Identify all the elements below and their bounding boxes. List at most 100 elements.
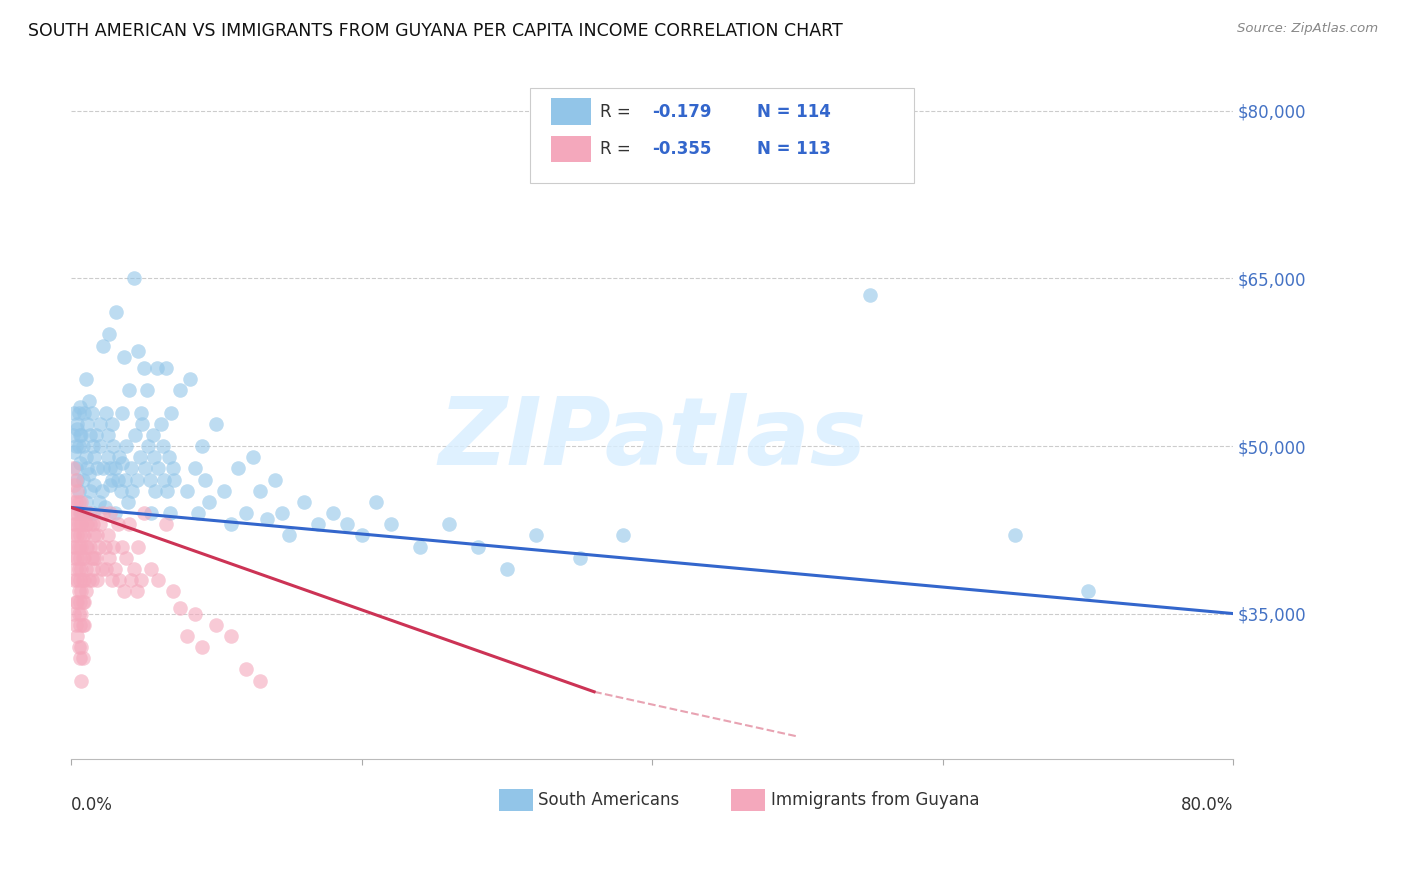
Point xyxy=(89,417,111,431)
Point xyxy=(235,506,257,520)
Point xyxy=(73,595,96,609)
Point xyxy=(278,528,301,542)
Point xyxy=(90,483,112,498)
Point xyxy=(127,344,149,359)
Point xyxy=(69,595,91,609)
Point xyxy=(69,573,91,587)
Point xyxy=(75,540,97,554)
Point xyxy=(187,506,209,520)
Point xyxy=(82,562,104,576)
Point xyxy=(191,640,214,654)
Point xyxy=(72,651,94,665)
Point xyxy=(73,405,96,419)
Point xyxy=(612,528,634,542)
Point xyxy=(75,450,97,465)
Point xyxy=(98,550,121,565)
Point xyxy=(205,417,228,431)
Point xyxy=(72,573,94,587)
Point xyxy=(69,506,91,520)
Point xyxy=(77,394,100,409)
Point xyxy=(73,573,96,587)
Point xyxy=(120,461,142,475)
FancyBboxPatch shape xyxy=(551,136,591,162)
FancyBboxPatch shape xyxy=(551,98,591,125)
Point xyxy=(96,450,118,465)
Point xyxy=(152,439,174,453)
Point xyxy=(69,651,91,665)
Point xyxy=(162,461,184,475)
Point xyxy=(121,483,143,498)
Point xyxy=(157,450,180,465)
Point xyxy=(145,483,167,498)
Point xyxy=(198,495,221,509)
Point xyxy=(73,528,96,542)
Text: Source: ZipAtlas.com: Source: ZipAtlas.com xyxy=(1237,22,1378,36)
Point xyxy=(139,506,162,520)
Point xyxy=(104,562,127,576)
Point xyxy=(148,461,170,475)
Point xyxy=(65,439,87,453)
Point xyxy=(322,506,344,520)
Point xyxy=(70,562,93,576)
Point xyxy=(176,483,198,498)
Point xyxy=(91,506,114,520)
Point xyxy=(75,517,97,532)
Point xyxy=(75,584,97,599)
Point xyxy=(1077,584,1099,599)
Text: -0.179: -0.179 xyxy=(652,103,711,120)
Point xyxy=(104,506,127,520)
Point xyxy=(128,450,150,465)
Point xyxy=(72,595,94,609)
Text: R =: R = xyxy=(600,140,636,158)
Point xyxy=(70,607,93,621)
Point xyxy=(179,372,201,386)
Point xyxy=(65,595,87,609)
Point xyxy=(62,517,84,532)
Point xyxy=(139,562,162,576)
Point xyxy=(63,444,86,458)
Point xyxy=(75,372,97,386)
Point xyxy=(77,506,100,520)
Point xyxy=(156,483,179,498)
Point xyxy=(73,550,96,565)
Point xyxy=(79,483,101,498)
Point xyxy=(117,495,139,509)
Point xyxy=(148,573,170,587)
Point xyxy=(153,473,176,487)
Point xyxy=(96,428,118,442)
Point xyxy=(66,528,89,542)
Point xyxy=(67,540,90,554)
Point xyxy=(75,562,97,576)
Point xyxy=(496,562,519,576)
Point xyxy=(65,540,87,554)
Point xyxy=(129,573,152,587)
Point xyxy=(70,673,93,688)
Point xyxy=(69,550,91,565)
Point xyxy=(73,617,96,632)
Point xyxy=(212,483,235,498)
Point xyxy=(263,473,285,487)
Point xyxy=(110,483,132,498)
Point xyxy=(183,461,205,475)
Point xyxy=(176,629,198,643)
Point xyxy=(80,550,103,565)
Point xyxy=(205,617,228,632)
Point xyxy=(77,467,100,481)
Point xyxy=(83,478,105,492)
Point xyxy=(108,573,131,587)
Point xyxy=(66,473,89,487)
Point xyxy=(118,517,141,532)
Text: Immigrants from Guyana: Immigrants from Guyana xyxy=(770,790,979,809)
Point xyxy=(122,562,145,576)
Point xyxy=(65,617,87,632)
Point xyxy=(114,473,136,487)
Point xyxy=(70,428,93,442)
Point xyxy=(112,584,135,599)
Point xyxy=(125,473,148,487)
Point xyxy=(122,271,145,285)
Point xyxy=(524,528,547,542)
Text: South Americans: South Americans xyxy=(538,790,679,809)
Point xyxy=(67,607,90,621)
Point xyxy=(77,573,100,587)
Point xyxy=(69,428,91,442)
